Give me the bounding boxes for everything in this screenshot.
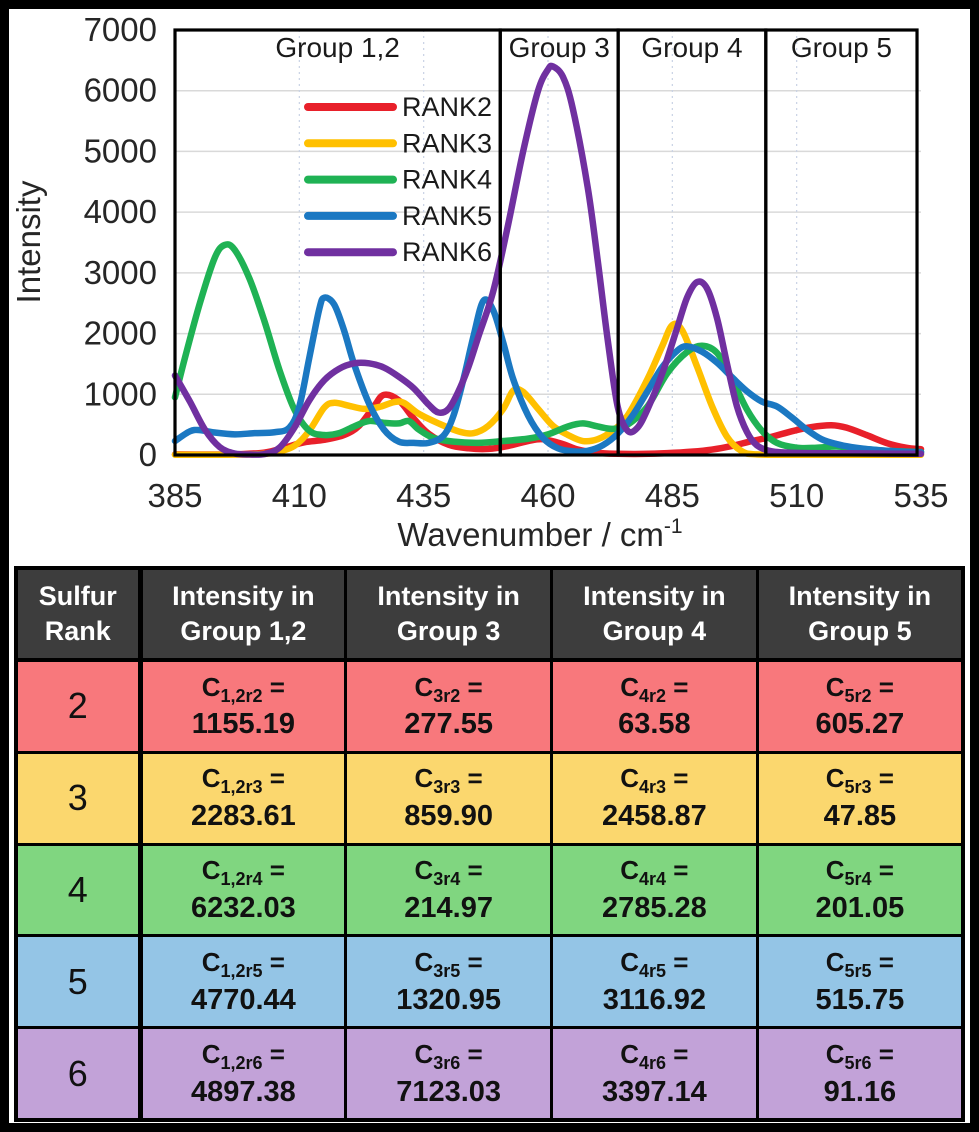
y-tick-label: 6000: [84, 72, 157, 109]
col-header-group-4: Intensity in Group 4: [550, 566, 759, 662]
y-tick-label: 7000: [84, 11, 157, 48]
y-tick-label: 4000: [84, 193, 157, 230]
table-row-rank-6: 6 C1,2r6 = 4897.38 C3r6 = 7123.03 C4r6 = 3397.…: [14, 1026, 965, 1122]
group-label-2: Group 3: [509, 32, 610, 63]
group-label-1: Group 1,2: [275, 32, 400, 63]
rank-value-5: 5: [14, 934, 143, 1030]
y-tick-label: 3000: [84, 254, 157, 291]
group-label-4: Group 5: [791, 32, 892, 63]
table-row-rank-3: 3 C1,2r3 = 2283.61 C3r3 = 859.90 C4r3 = 2458.8…: [14, 750, 965, 846]
cell-group-5-rank-5: C5r5 = 515.75: [755, 934, 965, 1030]
group-box-4: [764, 28, 919, 457]
cell-group-5-rank-4: C5r4 = 201.05: [755, 842, 965, 938]
x-tick-label: 385: [147, 477, 202, 514]
cell-group-4-rank-2: C4r2 = 63.58: [550, 658, 759, 754]
legend-label-rank5: RANK5: [402, 201, 492, 231]
cell-group-3-rank-6: C3r6 = 7123.03: [344, 1026, 553, 1122]
legend-label-rank3: RANK3: [402, 128, 492, 158]
series-rank5-curve: [171, 294, 925, 456]
col-header-sulfur-rank: Sulfur Rank: [14, 566, 143, 662]
col-header-group-5: Intensity in Group 5: [755, 566, 965, 662]
spectra-chart-section: Group 1,2 Group 3 Group 4 Group 5 0 1000 2000 3…: [9, 9, 970, 566]
col-header-group-1-2: Intensity in Group 1,2: [138, 566, 348, 662]
table-header-row: Sulfur Rank Intensity in Group 1,2 Intensity…: [14, 566, 965, 662]
cell-group-5-rank-2: C5r2 = 605.27: [755, 658, 965, 754]
series-rank4-curve: [171, 241, 925, 456]
cell-group-1-2-rank-4: C1,2r4 = 6232.03: [138, 842, 348, 938]
x-tick-label: 435: [396, 477, 451, 514]
cell-group-3-rank-2: C3r2 = 277.55: [344, 658, 553, 754]
rank-value-6: 6: [14, 1026, 143, 1122]
table-row-rank-4: 4 C1,2r4 = 6232.03 C3r4 = 214.97 C4r4 = 2785.2…: [14, 842, 965, 938]
cell-group-1-2-rank-3: C1,2r3 = 2283.61: [138, 750, 348, 846]
table-row-rank-5: 5 C1,2r5 = 4770.44 C3r5 = 1320.95 C4r5 = 3116.…: [14, 934, 965, 1030]
cell-group-1-2-rank-2: C1,2r2 = 1155.19: [138, 658, 348, 754]
y-tick-label: 2000: [84, 315, 157, 352]
rank-value-2: 2: [14, 658, 143, 754]
x-axis-title: Wavenumber / cm-1: [397, 515, 682, 553]
intensity-table-section: Sulfur Rank Intensity in Group 1,2 Intensity…: [9, 566, 970, 1123]
cell-group-4-rank-4: C4r4 = 2785.28: [550, 842, 759, 938]
legend-label-rank4: RANK4: [402, 165, 492, 195]
x-tick-label: 460: [520, 477, 575, 514]
intensity-table: Sulfur Rank Intensity in Group 1,2 Intensity…: [14, 566, 965, 1122]
legend-label-rank2: RANK2: [402, 92, 492, 122]
x-tick-label: 510: [769, 477, 824, 514]
rank-value-3: 3: [14, 750, 143, 846]
cell-group-4-rank-3: C4r3 = 2458.87: [550, 750, 759, 846]
cell-group-4-rank-5: C4r5 = 3116.92: [550, 934, 759, 1030]
x-tick-label: 410: [272, 477, 327, 514]
cell-group-5-rank-6: C5r6 = 91.16: [755, 1026, 965, 1122]
y-tick-label: 1000: [84, 375, 157, 412]
cell-group-3-rank-5: C3r5 = 1320.95: [344, 934, 553, 1030]
cell-group-4-rank-6: C4r6 = 3397.14: [550, 1026, 759, 1122]
cell-group-3-rank-3: C3r3 = 859.90: [344, 750, 553, 846]
cell-group-5-rank-3: C5r3 = 47.85: [755, 750, 965, 846]
cell-group-1-2-rank-5: C1,2r5 = 4770.44: [138, 934, 348, 1030]
cell-group-3-rank-4: C3r4 = 214.97: [344, 842, 553, 938]
y-axis-title: Intensity: [10, 180, 47, 303]
y-tick-label: 0: [139, 436, 157, 473]
cell-group-1-2-rank-6: C1,2r6 = 4897.38: [138, 1026, 348, 1122]
x-tick-label: 485: [645, 477, 700, 514]
intensity-spectra-chart: Group 1,2 Group 3 Group 4 Group 5 0 1000 2000 3…: [10, 11, 949, 553]
y-tick-label: 5000: [84, 132, 157, 169]
col-header-group-3: Intensity in Group 3: [344, 566, 553, 662]
table-row-rank-2: 2 C1,2r2 = 1155.19 C3r2 = 277.55 C4r2 = 63.58 C…: [14, 658, 965, 754]
series-rank6-curve: [171, 62, 925, 458]
rank-value-4: 4: [14, 842, 143, 938]
legend-label-rank6: RANK6: [402, 237, 492, 267]
group-label-3: Group 4: [641, 32, 742, 63]
x-tick-label: 535: [893, 477, 948, 514]
